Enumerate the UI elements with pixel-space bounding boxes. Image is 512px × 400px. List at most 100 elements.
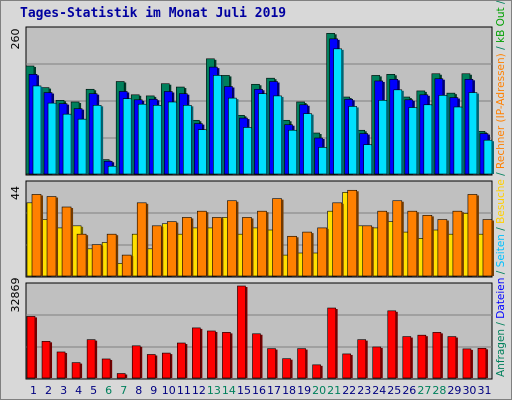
bar-visits-panel-2-day-30-shadow (476, 195, 479, 276)
bar-requests-panel-3-day-22-shadow (356, 107, 359, 174)
bar-kbytes-panel-1-day-21-shadow (335, 309, 338, 378)
bar-requests-panel-3-day-14-shadow (236, 99, 239, 174)
requests-panel-max-label: 260 (9, 29, 22, 50)
bar-kbytes-panel-1-day-5-shadow (95, 340, 98, 378)
bar-requests-panel-3-day-29-face (453, 106, 463, 175)
bar-kbytes-panel-1-day-8-face (131, 345, 141, 379)
x-tick-label-day-12: 12 (192, 384, 206, 397)
bar-kbytes-panel-1-day-30-shadow (470, 349, 473, 378)
bar-requests-panel-3-day-29-shadow (461, 107, 464, 174)
bar-kbytes-panel-1-day-10-shadow (170, 354, 173, 378)
bar-visits-panel-2-day-22-face (347, 189, 357, 277)
bar-kbytes-panel-1-day-14-face (222, 332, 231, 379)
bar-visits-panel-2-day-21-face (332, 202, 342, 277)
bar-requests-panel-3-day-14 (228, 97, 239, 175)
bar-requests-panel-3-day-13 (213, 75, 224, 175)
bar-visits-panel-2-day-21 (332, 202, 344, 277)
bar-visits-panel-2-day-14-shadow (236, 201, 239, 276)
bar-visits-panel-2-day-4-shadow (86, 235, 89, 276)
bar-requests-panel-3-day-3-face (62, 113, 72, 175)
bar-kbytes-panel-1-day-7 (116, 373, 128, 379)
bar-visits-panel-2-day-15-shadow (251, 218, 254, 276)
x-tick-label-day-2: 2 (45, 384, 52, 397)
bar-kbytes-panel-1-day-11-face (177, 342, 186, 379)
bar-kbytes-panel-1-day-15-face (237, 285, 246, 379)
bar-visits-panel-2-day-13-shadow (221, 218, 224, 276)
bar-kbytes-panel-1-day-11 (177, 342, 188, 379)
bar-visits-panel-2-day-28 (437, 219, 449, 277)
bar-kbytes-panel-1-day-24-face (372, 346, 382, 379)
bar-kbytes-panel-1-day-7-shadow (125, 374, 128, 378)
bar-visits-panel-2-day-4 (76, 233, 89, 277)
bar-visits-panel-2-day-25 (392, 200, 404, 277)
bar-kbytes-panel-1-day-23 (357, 339, 368, 379)
bar-kbytes-panel-1-day-17-shadow (275, 349, 278, 378)
bar-visits-panel-2-day-7-shadow (131, 256, 134, 276)
bar-visits-panel-2-day-3-face (61, 206, 72, 277)
bar-kbytes-panel-1-day-18-shadow (290, 359, 293, 378)
bar-visits-panel-2-day-6-shadow (116, 235, 119, 276)
bar-kbytes-panel-1-day-28-shadow (440, 333, 443, 378)
bar-kbytes-panel-1-day-4-face (71, 362, 81, 379)
side-legend-item-5: Seiten (495, 234, 507, 267)
side-legend-item-9: Rechner (IP-Adressen) (495, 53, 507, 169)
bar-visits-panel-2-day-17 (272, 198, 284, 277)
bar-visits-panel-2-day-12-face (197, 210, 207, 277)
bar-kbytes-panel-1-day-19-shadow (305, 349, 308, 378)
bar-requests-panel-3-day-9 (152, 105, 164, 175)
bar-visits-panel-2-day-1-shadow (41, 195, 43, 276)
bar-kbytes-panel-1-day-9 (146, 354, 158, 379)
side-legend-item-12: / (495, 1, 507, 7)
bar-requests-panel-3-day-29 (453, 106, 464, 175)
bar-kbytes-panel-1-day-3-shadow (65, 352, 68, 378)
bar-requests-panel-3-day-18 (288, 129, 299, 175)
x-tick-label-day-9: 9 (150, 384, 157, 397)
bar-visits-panel-2-day-16-face (257, 210, 267, 277)
bar-requests-panel-3-day-16-shadow (266, 94, 269, 174)
bar-requests-panel-3-day-12-shadow (206, 130, 209, 174)
side-legend-item-8: / (495, 169, 507, 179)
bar-requests-panel-3-day-16-face (258, 93, 267, 175)
bar-visits-panel-2-day-12 (197, 210, 209, 277)
bar-kbytes-panel-1-day-26-shadow (410, 337, 413, 378)
bar-requests-panel-3-day-19-face (303, 113, 312, 175)
bar-visits-panel-2-day-18 (287, 235, 299, 277)
bar-visits-panel-2-day-19 (302, 231, 314, 277)
bar-kbytes-panel-1-day-3-face (56, 351, 66, 379)
x-tick-label-day-6: 6 (105, 384, 112, 397)
bar-visits-panel-2-day-26 (407, 210, 419, 277)
bar-requests-panel-3-day-23-shadow (371, 145, 374, 174)
bar-kbytes-panel-1-day-21 (327, 307, 338, 379)
bar-requests-panel-3-day-13-shadow (221, 76, 224, 174)
bar-kbytes-panel-1-day-4 (71, 362, 83, 379)
side-legend: Anfragen / Dateien / Seiten / Besuche / … (495, 1, 507, 377)
bar-visits-panel-2-day-25-shadow (401, 201, 404, 276)
bar-requests-panel-3-day-12-face (198, 129, 207, 175)
bar-visits-panel-2-day-2-shadow (56, 197, 59, 276)
bar-requests-panel-3-day-18-shadow (296, 131, 299, 174)
bar-kbytes-panel-1-day-13 (207, 330, 218, 379)
x-tick-label-day-26: 26 (402, 384, 416, 397)
bar-requests-panel-3-day-5-face (92, 105, 102, 175)
bar-requests-panel-3-day-22 (348, 106, 359, 175)
side-legend-item-3: Dateien (495, 278, 507, 319)
bar-requests-panel-3-day-4-shadow (86, 120, 89, 174)
bar-requests-panel-3-day-14-face (228, 97, 237, 175)
bar-requests-panel-3-day-2-shadow (56, 104, 59, 174)
bar-kbytes-panel-1-day-2-shadow (50, 342, 53, 378)
bar-requests-panel-3-day-24-shadow (386, 101, 389, 174)
bar-requests-panel-3-day-6-face (107, 165, 117, 175)
bar-requests-panel-3-day-18-face (288, 129, 297, 175)
side-legend-item-2: / (495, 319, 507, 329)
bar-requests-panel-3-day-23-face (363, 144, 373, 175)
bar-kbytes-panel-1-day-17-face (267, 348, 276, 379)
bar-kbytes-panel-1-day-17 (267, 348, 278, 379)
bar-requests-panel-3-day-22-face (348, 106, 357, 175)
bar-kbytes-panel-1-day-20-face (312, 364, 321, 379)
bar-requests-panel-3-day-21-face (333, 48, 342, 175)
bar-visits-panel-2-day-13-face (212, 217, 222, 277)
bar-visits-panel-2-day-12-shadow (206, 212, 209, 276)
bar-requests-panel-3-day-10 (167, 101, 179, 175)
